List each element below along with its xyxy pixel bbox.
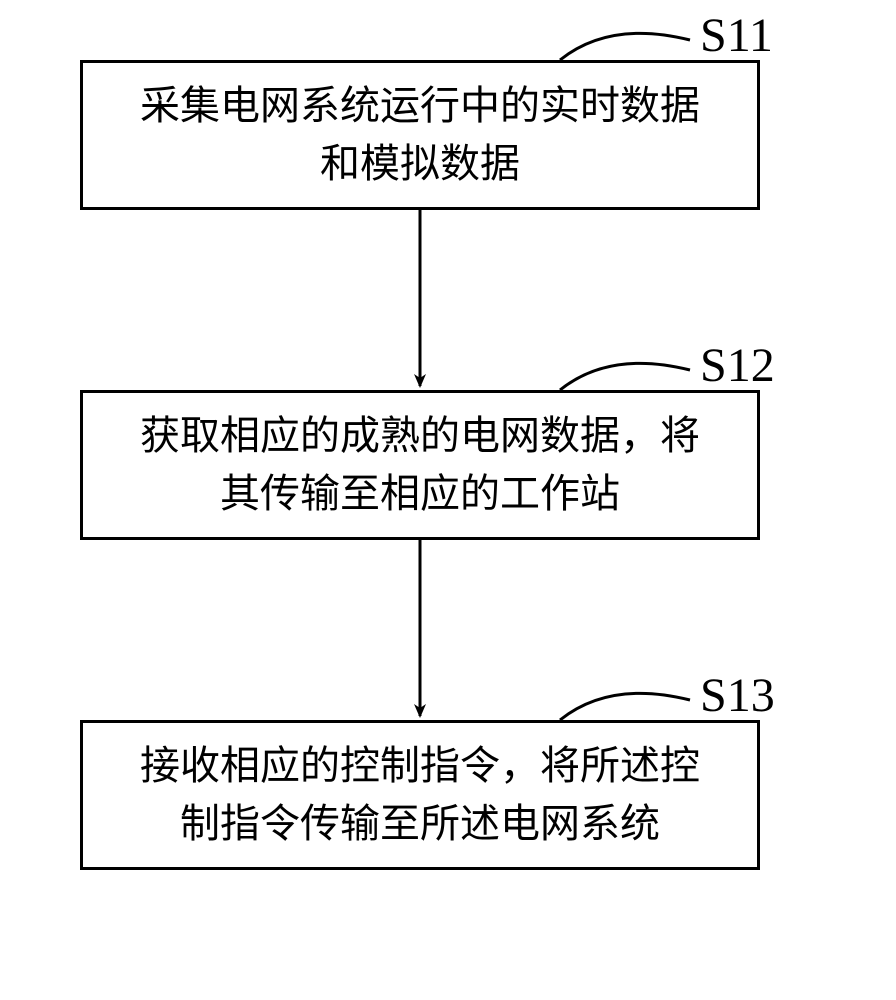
step-label-S12: S12 <box>700 338 775 393</box>
flow-node-n3: 接收相应的控制指令，将所述控 制指令传输至所述电网系统 <box>80 720 760 870</box>
flow-node-text: 接收相应的控制指令，将所述控 制指令传输至所述电网系统 <box>140 737 700 853</box>
flow-node-text: 采集电网系统运行中的实时数据 和模拟数据 <box>140 77 700 193</box>
flow-node-n1: 采集电网系统运行中的实时数据 和模拟数据 <box>80 60 760 210</box>
flow-node-text: 获取相应的成熟的电网数据，将 其传输至相应的工作站 <box>140 407 700 523</box>
step-label-S11: S11 <box>700 8 773 63</box>
label-connector-n3 <box>560 693 690 720</box>
label-connector-n1 <box>560 33 690 60</box>
label-connector-n2 <box>560 363 690 390</box>
step-label-S13: S13 <box>700 668 775 723</box>
flow-node-n2: 获取相应的成熟的电网数据，将 其传输至相应的工作站 <box>80 390 760 540</box>
